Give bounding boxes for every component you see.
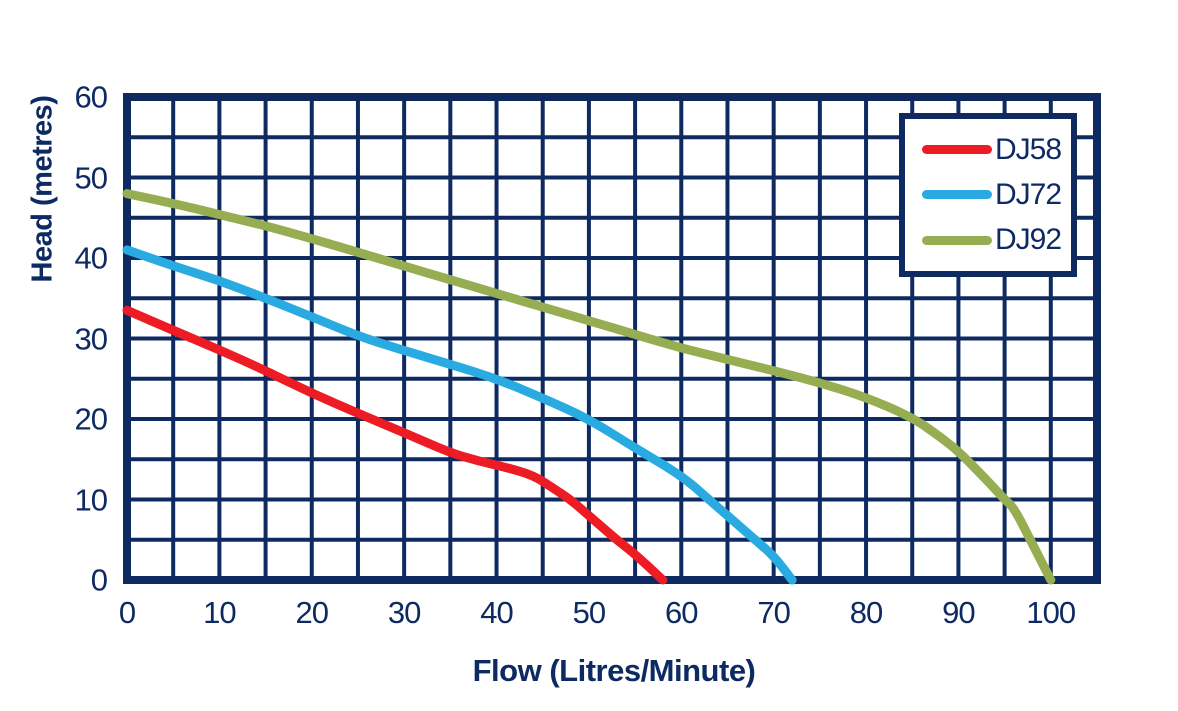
legend-line-sample-dj92 [922, 235, 992, 245]
legend-label-dj92: DJ92 [995, 223, 1062, 257]
legend-item-dj92: DJ92 [922, 225, 1067, 255]
x-tick-label: 10 [203, 595, 236, 630]
y-tick-label: 0 [90, 562, 108, 598]
x-tick-label: 60 [665, 595, 698, 630]
y-tick-label: 10 [74, 482, 108, 517]
legend-label-dj72: DJ72 [995, 177, 1062, 211]
x-tick-label: 50 [572, 595, 606, 630]
x-tick-label: 30 [387, 595, 421, 630]
y-tick-label: 20 [74, 401, 108, 437]
x-tick-label: 70 [757, 595, 790, 630]
x-axis-title: Flow (Litres/Minute) [472, 653, 756, 688]
legend-item-dj72: DJ72 [922, 177, 1067, 211]
x-tick-label: 20 [295, 595, 329, 630]
x-tick-label: 40 [480, 595, 513, 630]
legend-line-sample-dj72 [922, 190, 992, 200]
x-tick-label: 80 [849, 595, 883, 630]
y-tick-label: 40 [74, 240, 108, 276]
curve-DJ92 [122, 189, 1056, 585]
curve-DJ72 [122, 245, 797, 585]
y-tick-label: 50 [74, 160, 108, 195]
x-tick-label: 90 [942, 595, 975, 630]
y-axis-title: Head (metres) [26, 95, 59, 283]
x-tick-label: 0 [118, 595, 136, 630]
legend-line-sample-dj58 [922, 145, 992, 155]
y-tick-label: 30 [74, 321, 108, 356]
legend-label-dj58: DJ58 [995, 132, 1062, 166]
legend: DJ58 DJ72 DJ92 [899, 113, 1077, 277]
y-tick-label: 60 [74, 79, 108, 115]
curve-DJ58 [122, 305, 668, 585]
legend-item-dj58: DJ58 [922, 132, 1067, 166]
plot-border [123, 93, 1101, 584]
x-tick-label: 100 [1026, 595, 1076, 630]
